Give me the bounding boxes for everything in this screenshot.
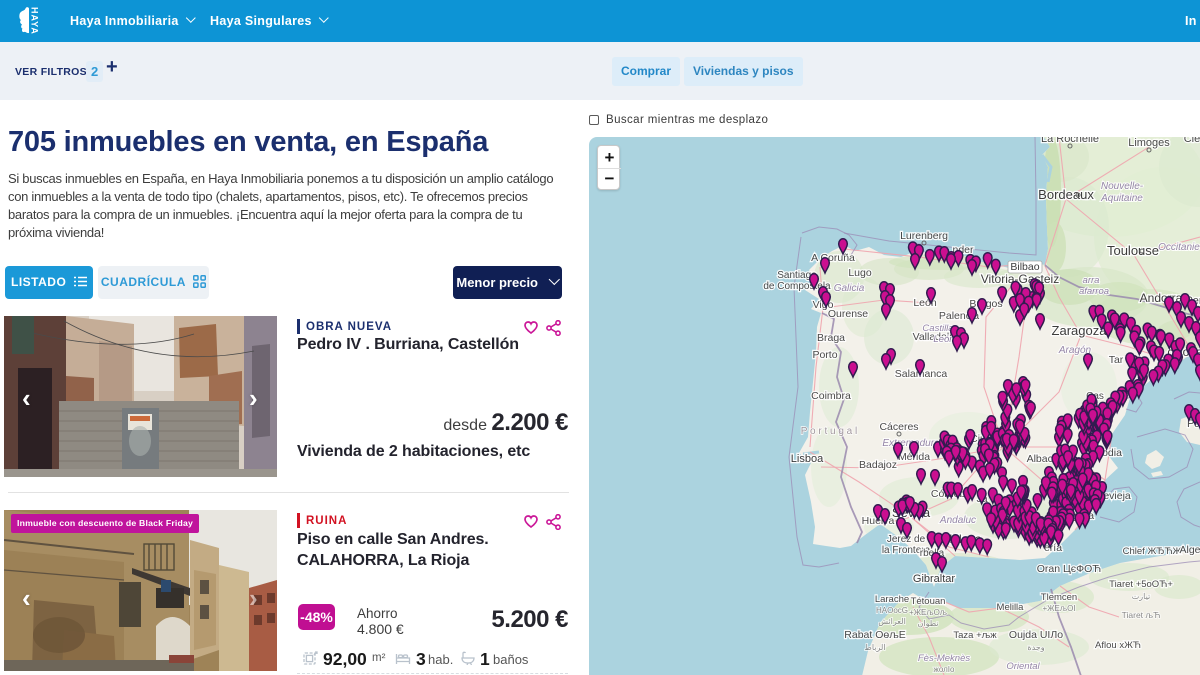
svg-text:Zaragoza: Zaragoza [1052, 323, 1108, 338]
svg-text:Lugo: Lugo [848, 267, 872, 279]
svg-text:Valladolid: Valladolid [913, 331, 958, 343]
svg-text:Lurenberg: Lurenberg [900, 230, 948, 242]
svg-text:Tar: Tar [1109, 354, 1124, 366]
svg-text:odia: odia [1102, 447, 1122, 459]
svg-text:Melilla: Melilla [997, 602, 1025, 613]
svg-text:Chlef ЖЂЋЖ: Chlef ЖЂЋЖ [1123, 546, 1182, 557]
svg-text:Limoges: Limoges [1128, 137, 1170, 149]
svg-text:Coimbra: Coimbra [811, 390, 851, 402]
svg-text:жолІо: жолІо [934, 665, 956, 674]
svg-text:Tétouan: Tétouan [911, 596, 946, 607]
svg-text:العرائش: العرائش [878, 617, 906, 626]
svg-text:Ourense: Ourense [828, 308, 868, 320]
svg-text:Rabat OөљE: Rabat OөљE [844, 629, 905, 641]
svg-text:Oujda UІЛо: Oujda UІЛо [1009, 629, 1063, 641]
svg-text:НАOосG: НАOосG [876, 606, 908, 615]
svg-text:Lisboa: Lisboa [791, 453, 824, 465]
svg-text:León: León [933, 334, 954, 345]
svg-text:Taza +љж: Taza +љж [953, 630, 997, 641]
svg-text:Tiaret љЋ: Tiaret љЋ [1122, 610, 1161, 620]
svg-text:Cle: Cle [1184, 137, 1200, 145]
svg-text:+ЖEљOІ: +ЖEљOІ [1042, 604, 1075, 613]
svg-text:Alge: Alge [1179, 544, 1200, 556]
svg-text:Castilla: Castilla [922, 323, 953, 334]
svg-text:Cáceres: Cáceres [879, 421, 918, 433]
svg-text:نطوان: نطوان [917, 619, 938, 628]
svg-text:Toulouse: Toulouse [1107, 243, 1159, 258]
svg-text:Gibraltar: Gibraltar [913, 573, 956, 585]
svg-text:Occitanie: Occitanie [1158, 242, 1200, 253]
svg-text:Porto: Porto [812, 349, 837, 361]
svg-text:Nouvelle-: Nouvelle- [1101, 181, 1144, 192]
svg-text:Aragón: Aragón [1058, 345, 1092, 356]
svg-text:Tiaret +5оOЋ+: Tiaret +5оOЋ+ [1109, 579, 1173, 590]
svg-text:arra: arra [1083, 275, 1100, 286]
svg-text:الرباط: الرباط [864, 643, 885, 652]
svg-text:Santiago: Santiago [777, 270, 817, 281]
svg-text:Oran ЦєФОЋ: Oran ЦєФОЋ [1037, 563, 1102, 575]
svg-text:Galicia: Galicia [834, 283, 865, 294]
svg-text:la Frontera: la Frontera [882, 545, 931, 556]
svg-text:Badajoz: Badajoz [859, 459, 897, 471]
svg-text:Braga: Braga [817, 332, 845, 344]
svg-text:+ЖEљOљ: +ЖEљOљ [909, 608, 947, 617]
svg-text:Fès-Meknès: Fès-Meknès [918, 653, 971, 664]
svg-text:Bilbao: Bilbao [1010, 261, 1039, 273]
svg-text:وجدة: وجدة [1027, 643, 1044, 652]
svg-text:afarroa: afarroa [1079, 286, 1109, 297]
svg-text:Bordeaux: Bordeaux [1038, 187, 1094, 202]
svg-text:Oriental: Oriental [1006, 661, 1040, 672]
svg-text:P o r t u g a l: P o r t u g a l [801, 426, 858, 437]
svg-text:Aflou хЖЋ: Aflou хЖЋ [1095, 640, 1141, 651]
svg-text:La Rochelle: La Rochelle [1041, 137, 1099, 145]
svg-text:تيارت: تيارت [1132, 592, 1150, 601]
svg-text:HAYA: HAYA [30, 7, 40, 35]
svg-text:Aquitaine: Aquitaine [1100, 193, 1143, 204]
svg-text:Larache: Larache [875, 594, 909, 605]
svg-text:Tlemcen: Tlemcen [1041, 592, 1077, 603]
svg-text:A Coruña: A Coruña [811, 252, 855, 264]
svg-text:Andaluc: Andaluc [939, 515, 976, 526]
svg-text:Jerez de: Jerez de [887, 534, 926, 545]
